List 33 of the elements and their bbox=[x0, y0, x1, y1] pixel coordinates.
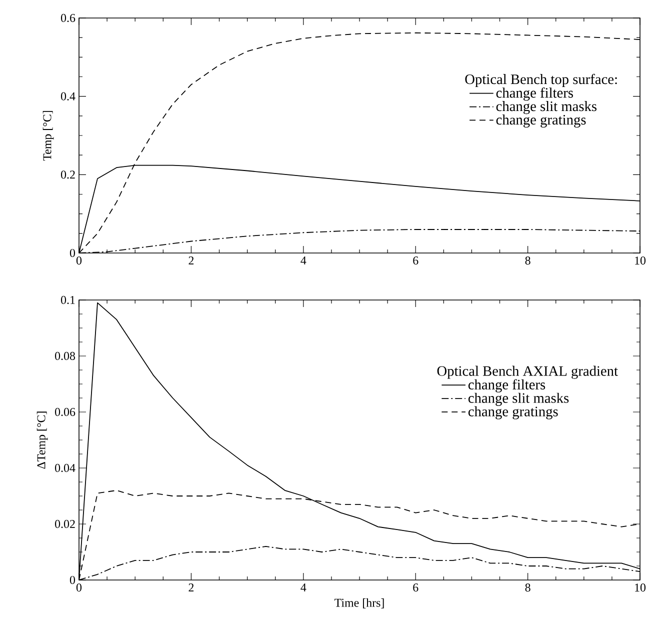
legend-label: change gratings bbox=[468, 406, 558, 420]
legend-title: Optical Bench AXIAL gradient bbox=[437, 366, 618, 379]
x-tick-label: 2 bbox=[188, 584, 194, 592]
y-tick-label: 0 bbox=[70, 248, 76, 258]
y-tick-label: 0.04 bbox=[55, 464, 76, 472]
y-tick-label: 0.4 bbox=[60, 92, 76, 100]
y-tick-label: 0 bbox=[70, 576, 76, 584]
x-tick-label: 2 bbox=[188, 256, 194, 264]
legend-label: change slit masks bbox=[496, 101, 597, 114]
y-tick-label: 0.1 bbox=[60, 296, 75, 304]
y-tick-label: 0.6 bbox=[60, 14, 76, 22]
y-tick-label: 0.08 bbox=[55, 352, 76, 360]
x-tick-label: 8 bbox=[525, 256, 530, 265]
x-tick-label: 8 bbox=[525, 584, 530, 592]
legend-label: change gratings bbox=[496, 114, 586, 128]
y-tick-label: 0.02 bbox=[55, 520, 75, 528]
y-axis-title: Temp [°C] bbox=[42, 111, 54, 161]
x-tick-label: 0 bbox=[76, 584, 82, 592]
legend-label: change filters bbox=[468, 379, 546, 392]
y-tick-label: 0.2 bbox=[60, 170, 75, 179]
x-axis-title: Time [hrs] bbox=[334, 598, 384, 608]
legend-label: change filters bbox=[496, 87, 573, 101]
legend-title: Optical Bench top surface: bbox=[465, 74, 617, 88]
x-tick-label: 4 bbox=[300, 256, 306, 264]
x-tick-label: 6 bbox=[413, 584, 418, 592]
x-tick-label: 0 bbox=[76, 256, 82, 265]
legend-label: change slit masks bbox=[468, 392, 569, 406]
y-axis-title: ΔTemp [°C] bbox=[36, 412, 48, 469]
x-tick-label: 6 bbox=[413, 256, 418, 265]
y-tick-label: 0.06 bbox=[55, 408, 76, 416]
x-tick-label: 10 bbox=[635, 584, 646, 592]
x-tick-label: 10 bbox=[635, 256, 646, 265]
x-tick-label: 4 bbox=[300, 584, 306, 592]
